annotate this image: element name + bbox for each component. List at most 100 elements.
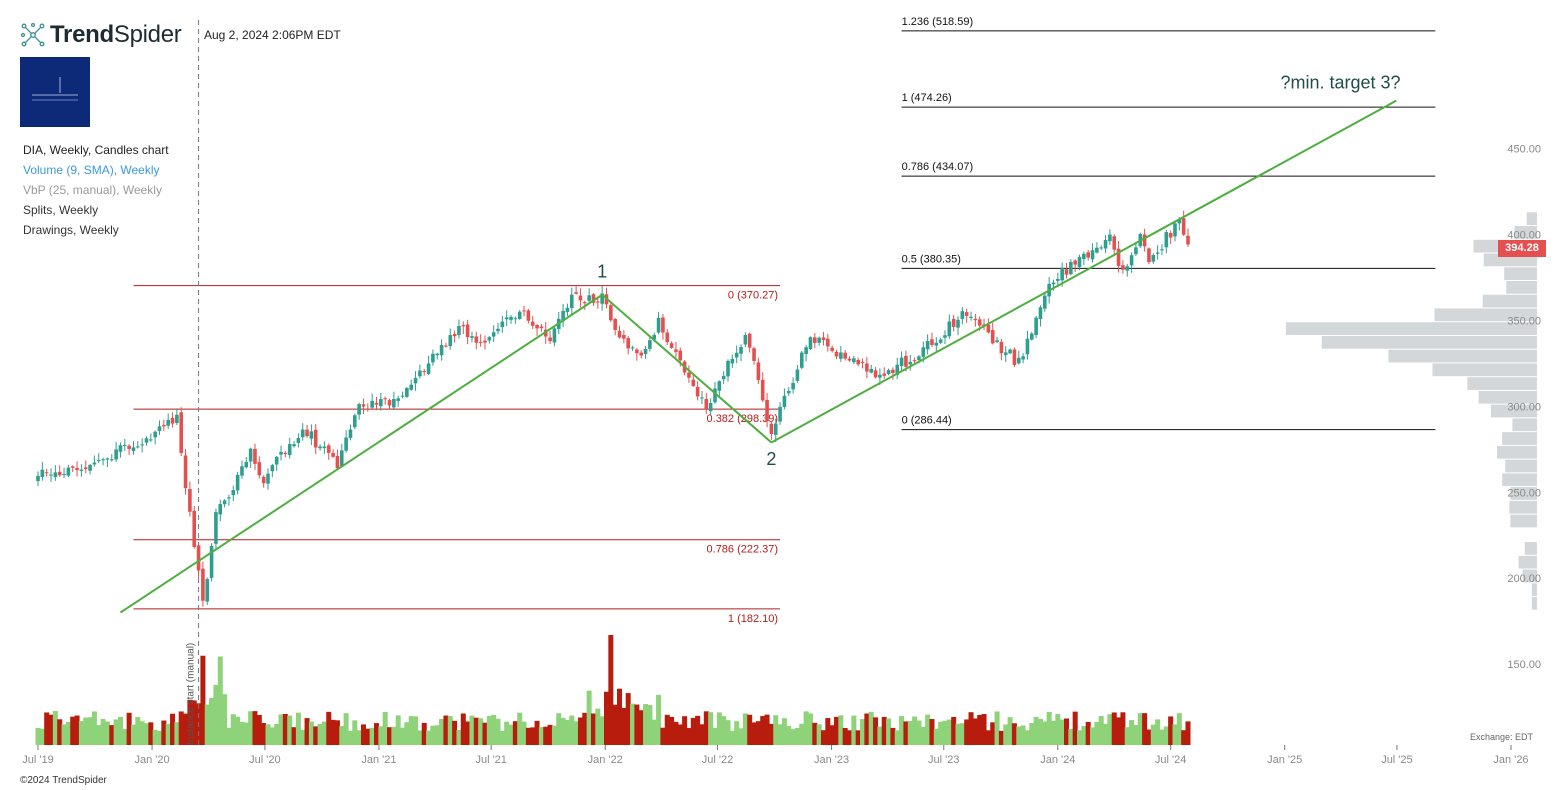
volume-bar [343,713,349,745]
volume-bar [634,704,640,745]
volume-bar [404,722,410,745]
volume-bar [886,718,892,745]
candle-body [491,332,496,337]
candle-body [131,447,136,452]
volume-bar [786,726,792,745]
volume-bar [1124,727,1130,745]
volume-bar [52,711,58,745]
candle-body [296,438,301,443]
volume-bar [148,722,154,745]
volume-bar [760,716,766,745]
volume-bar [573,721,579,745]
vbp-bar [1388,349,1537,363]
logo-icon [20,22,45,47]
candle-body [79,469,84,472]
volume-bar [300,729,306,745]
y-tick-label: 200.00 [1507,573,1541,585]
volume-bar [899,716,905,745]
fib-level-label: 0.786 (434.07) [902,161,974,173]
candle-body [795,369,800,381]
candle-body [999,341,1004,354]
candle-body [227,497,231,499]
volume-bar [820,730,826,745]
candle-body [209,545,214,578]
volume-bar [200,655,206,745]
candle-body [904,355,908,367]
candle-body [444,345,448,347]
candle-body [717,381,722,391]
wave-label: 1 [597,262,607,282]
x-tick-label: Jan '24 [1040,754,1075,766]
volume-bar [152,729,158,745]
legend-main[interactable]: DIA, Weekly, Candles chart [23,143,169,157]
volume-bar [508,724,514,745]
candle-body [122,445,127,447]
candle-body [908,361,913,365]
candle-body [569,294,574,309]
candle-body [335,455,340,469]
volume-bar [391,726,397,745]
candle-body [500,321,505,328]
legend-volume[interactable]: Volume (9, SMA), Weekly [23,163,160,177]
candle-body [964,312,969,316]
candle-body [348,429,353,438]
volume-bar [360,724,366,745]
legend-drawings[interactable]: Drawings, Weekly [23,223,119,237]
candle-body [465,324,470,338]
candle-body [392,399,396,408]
candle-body [591,294,596,303]
candle-body [127,445,131,449]
volume-bar [321,721,327,745]
candle-body [426,363,431,374]
volume-bar [625,693,631,745]
volume-bar [712,727,718,745]
candle-body [105,458,110,460]
candle-body [826,338,830,347]
candle-body [799,352,804,368]
volume-bar [330,719,336,745]
candle-body [526,310,531,321]
candle-body [834,351,839,357]
volume-bar [577,717,583,745]
y-tick-label: 300.00 [1507,401,1541,413]
candle-body [474,336,479,343]
volume-bar [829,725,835,745]
volume-bar [122,729,128,745]
candle-body [943,335,947,338]
candle-body [574,292,578,294]
volume-bar [178,711,184,745]
volume-bar [317,723,323,745]
candle-body [387,400,392,406]
volume-bar [1133,725,1139,745]
candle-body [882,373,887,376]
volume-bar [651,719,657,745]
candle-body [88,464,92,471]
candle-body [309,431,314,439]
candle-body [170,417,175,424]
candle-body [179,412,184,454]
volume-bar [1163,726,1169,745]
candle-body [995,340,999,342]
candle-body [496,328,500,332]
volume-bar [851,715,857,745]
volume-bar [44,712,50,745]
candle-body [552,328,557,343]
volume-bar [543,726,549,745]
volume-bar [708,712,714,745]
volume-bar [799,723,805,745]
vbp-bar [1321,335,1537,349]
instance-start-label: Instance start (manual) [186,643,197,745]
volume-bar [517,712,523,745]
volume-bar [213,684,219,745]
candle-body [513,318,518,320]
candle-body [452,333,457,337]
vbp-bar [1531,597,1537,610]
volume-bar [1129,720,1135,745]
candle-body [266,473,270,484]
legend-vbp[interactable]: VbP (25, manual), Weekly [23,183,162,197]
volume-bar [981,714,987,745]
legend-splits[interactable]: Splits, Weekly [23,203,99,217]
volume-bar [473,717,479,745]
annotation-target: ?min. target 3? [1280,73,1400,93]
